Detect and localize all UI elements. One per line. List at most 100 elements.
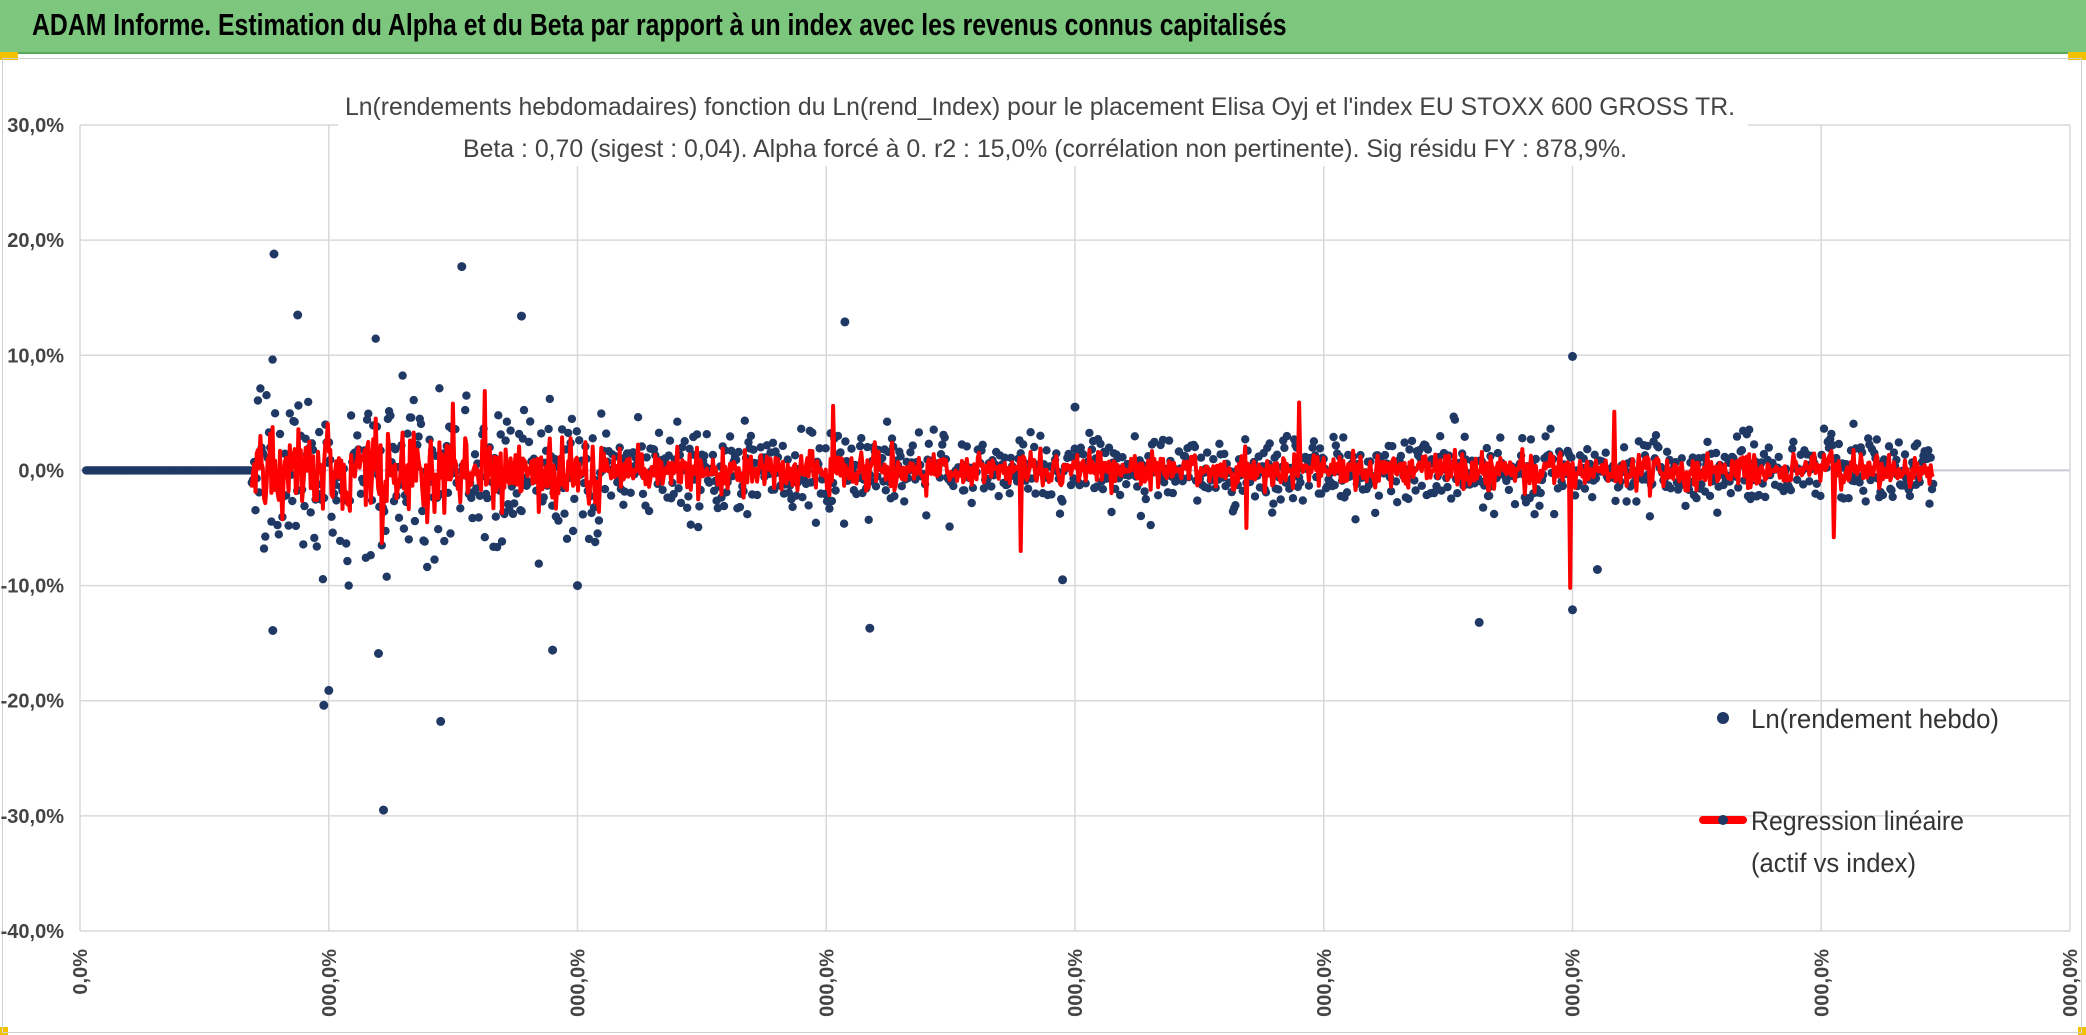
series-dots [82,249,1938,815]
data-point [394,513,404,522]
data-point [798,493,807,502]
data-point [1632,497,1641,506]
data-point [294,401,303,410]
chart-title-backdrop [338,86,1748,166]
data-point [267,517,276,526]
data-point [1104,443,1114,452]
data-point [752,490,762,500]
data-point [1329,432,1338,442]
data-point [1588,493,1597,502]
data-point [584,534,594,544]
data-point [343,556,352,566]
data-point [1429,488,1439,498]
data-point [1396,451,1406,461]
data-point [881,486,890,495]
data-point-outlier [1592,565,1602,574]
data-point [1601,448,1610,457]
data-point [526,417,535,426]
data-point [1265,439,1274,448]
data-point [1450,415,1460,424]
data-point [831,486,840,495]
data-point [575,436,584,445]
data-point [285,409,294,418]
data-point [318,575,328,584]
x-tick-label: 000,0% [1314,949,1336,1017]
data-point [940,433,949,442]
data-point [694,522,703,532]
x-tick-label: 000,0% [1811,949,1833,1017]
data-point [474,513,483,522]
data-point [299,540,308,549]
data-point [1703,437,1712,447]
data-point [855,441,865,451]
data-point-outlier [324,685,334,695]
data-point [399,524,409,533]
data-point [1339,433,1348,442]
data-point [290,417,299,426]
data-point [517,506,526,516]
data-point [256,384,265,393]
data-point [1764,443,1774,452]
y-tick-label: 20,0% [7,230,64,252]
data-point [1905,491,1915,501]
x-tick-label: 0,0% [70,949,92,995]
data-point [1550,509,1559,519]
data-point [1005,489,1014,498]
data-point [1130,432,1140,441]
data-point [262,391,271,400]
x-tick-label: 000,0% [2060,949,2082,1017]
data-point [519,405,529,415]
data-point [1622,497,1631,506]
data-point [1407,436,1417,446]
data-point [407,413,416,422]
data-point [356,489,366,498]
data-point [1692,494,1701,503]
data-point [1180,452,1190,461]
legend-line-label: Regression linéaire [1751,806,1964,836]
data-point [1726,489,1736,498]
data-point [462,391,471,400]
data-point [435,384,444,393]
data-point [1887,486,1896,495]
data-point [1269,499,1278,508]
data-point [680,437,689,446]
data-point [1241,435,1250,444]
data-point [1859,486,1868,495]
series-regression [249,389,1935,590]
data-point [539,493,548,502]
data-point [524,437,534,447]
data-point [497,537,507,546]
data-point [1713,508,1722,517]
data-point [391,445,400,454]
data-point [734,447,743,457]
data-point [669,489,678,499]
data-point [398,371,407,380]
data-point [564,428,573,438]
data-point [1530,510,1539,519]
data-point [382,572,391,581]
data-point [377,541,386,550]
data-point [1371,508,1380,518]
data-point [683,503,692,512]
data-point [1889,448,1899,457]
data-point [1788,444,1797,453]
data-point [1118,453,1127,462]
data-point [416,419,426,429]
data-point [1146,520,1155,530]
data-point [619,500,628,509]
data-point [560,509,569,518]
data-point [491,512,500,521]
data-point [847,444,856,453]
data-point [1317,489,1326,498]
data-point [593,529,602,538]
data-point [492,542,502,552]
y-tick-label: 10,0% [7,345,64,367]
data-point [600,484,610,494]
data-point [740,416,749,425]
data-point [472,484,481,493]
data-point [644,506,654,516]
data-point [327,512,336,521]
data-point [328,528,337,537]
data-point [1805,477,1814,486]
data-point [1496,433,1505,442]
